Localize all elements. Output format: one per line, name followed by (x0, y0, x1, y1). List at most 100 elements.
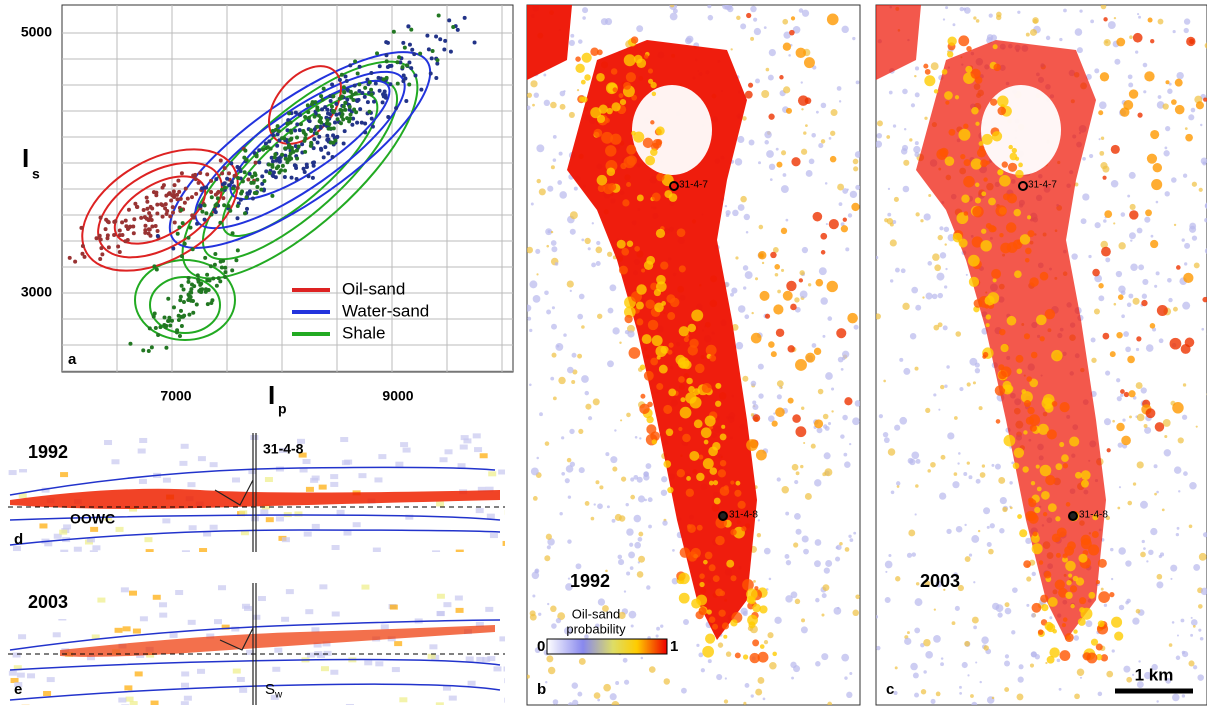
scatter-point (306, 110, 310, 114)
speckle (844, 397, 852, 405)
speckle (879, 414, 883, 418)
scatter-point (355, 121, 359, 125)
speckle (1123, 331, 1129, 337)
scatter-point (437, 14, 441, 18)
speckle (687, 524, 692, 529)
speckle (485, 607, 493, 612)
speckle (455, 596, 463, 601)
speckle (1143, 90, 1146, 93)
speckle (1170, 338, 1182, 350)
speckle (529, 280, 537, 288)
speckle (781, 185, 789, 193)
speckle (636, 58, 646, 68)
speckle (802, 535, 809, 542)
speckle (1048, 503, 1057, 512)
speckle (714, 498, 721, 505)
speckle (1090, 19, 1094, 23)
speckle (250, 435, 258, 440)
speckle (750, 37, 754, 41)
speckle (799, 270, 804, 275)
speckle (1019, 664, 1024, 669)
speckle (456, 608, 464, 613)
speckle (824, 568, 830, 574)
scatter-point (180, 254, 184, 258)
scatter-point (394, 106, 398, 110)
speckle (596, 73, 605, 82)
speckle (1173, 307, 1178, 312)
speckle (915, 212, 919, 216)
speckle (588, 247, 591, 250)
speckle (915, 66, 919, 70)
scatter-point (205, 273, 209, 277)
scatter-point (353, 59, 357, 63)
speckle (683, 619, 689, 625)
speckle (794, 297, 799, 302)
speckle (1015, 157, 1019, 161)
speckle (719, 610, 726, 617)
speckle (730, 480, 734, 484)
speckle (1092, 269, 1100, 277)
speckle (963, 176, 975, 188)
speckle (756, 450, 767, 461)
speckle (792, 414, 801, 423)
speckle (814, 479, 821, 486)
speckle (163, 478, 171, 483)
speckle (1119, 486, 1121, 488)
speckle (612, 467, 617, 472)
speckle (1145, 209, 1152, 216)
speckle (1025, 258, 1030, 263)
speckle (641, 268, 645, 272)
scatter-point (104, 227, 108, 231)
speckle (626, 413, 631, 418)
scatter-point (223, 270, 227, 274)
speckle (1004, 661, 1010, 667)
scatter-point (165, 212, 169, 216)
speckle (805, 124, 808, 127)
scatter-point (257, 160, 261, 164)
speckle (1102, 176, 1106, 180)
scatter-point (230, 180, 234, 184)
scatter-point (280, 136, 284, 140)
speckle (811, 444, 816, 449)
scatter-point (236, 248, 240, 252)
speckle (332, 545, 340, 550)
speckle (1038, 629, 1044, 635)
speckle (922, 296, 924, 298)
scatter-point (340, 73, 344, 77)
scatter-point (319, 94, 323, 98)
speckle (578, 429, 583, 434)
speckle (1119, 605, 1124, 610)
speckle (794, 480, 798, 484)
speckle (559, 152, 563, 156)
speckle (1175, 79, 1183, 87)
speckle (781, 228, 787, 234)
scatter-point (382, 94, 386, 98)
scatter-point (175, 197, 179, 201)
speckle (130, 701, 138, 706)
speckle (524, 305, 531, 312)
speckle (1185, 338, 1195, 348)
speckle (1032, 17, 1039, 24)
speckle (680, 397, 685, 402)
speckle (925, 408, 930, 413)
speckle (619, 266, 628, 275)
speckle (713, 575, 720, 582)
scatter-point (315, 125, 319, 129)
speckle (855, 185, 860, 190)
scatter-point (192, 284, 196, 288)
scatter-point (389, 64, 393, 68)
scatter-point (198, 171, 202, 175)
speckle (821, 653, 828, 660)
speckle (581, 238, 584, 241)
scatter-point (120, 220, 124, 224)
scatter-point (225, 177, 229, 181)
speckle (856, 80, 860, 84)
speckle (189, 525, 197, 530)
speckle (1051, 350, 1062, 361)
speckle (841, 225, 848, 232)
speckle (938, 293, 943, 298)
speckle (585, 238, 591, 244)
scatter-point (427, 47, 431, 51)
speckle (999, 233, 1003, 237)
speckle (726, 651, 731, 656)
